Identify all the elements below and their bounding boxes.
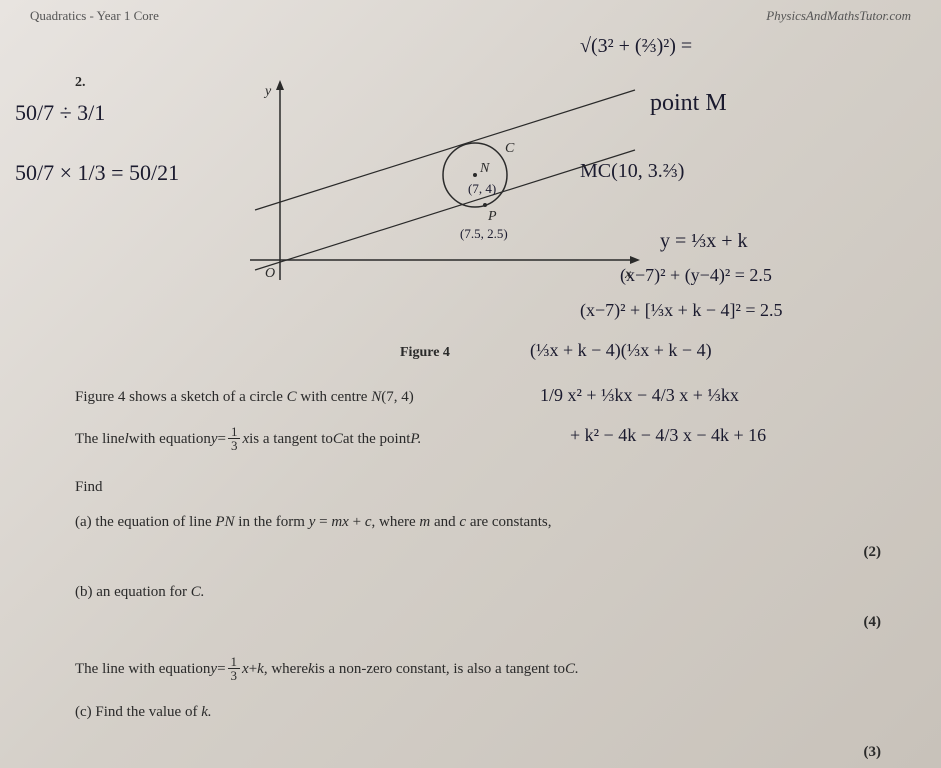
line-c-setup: The line with equation y = 13 x + k, whe… — [75, 655, 579, 682]
header-left: Quadratics - Year 1 Core — [30, 8, 159, 24]
point-c-label: C — [505, 141, 515, 156]
marks-c: (3) — [864, 740, 882, 764]
handwritten-point-m: point M — [650, 90, 727, 117]
body-line-1: Figure 4 shows a sketch of a circle C wi… — [75, 385, 414, 409]
handwritten-eq5: 1/9 x² + ⅓kx − 4/3 x + ⅓kx — [540, 385, 739, 406]
handwritten-sqrt: √(3² + (⅔)²) = — [580, 35, 692, 58]
header-right: PhysicsAndMathsTutor.com — [766, 8, 911, 24]
find-label: Find — [75, 475, 103, 499]
handwritten-eq4: (⅓x + k − 4)(⅓x + k − 4) — [530, 340, 712, 361]
coord-n: (7, 4) — [468, 181, 496, 196]
part-b: (b) an equation for C. — [75, 580, 205, 604]
handwritten-eq1: y = ⅓x + k — [660, 230, 748, 253]
question-number: 2. — [75, 75, 86, 91]
handwritten-frac2: 50/7 × 1/3 = 50/21 — [15, 160, 179, 186]
point-p-label: P — [487, 209, 497, 224]
marks-a: (2) — [864, 540, 882, 564]
part-c: (c) Find the value of k. — [75, 700, 212, 724]
y-axis-label: y — [263, 84, 272, 99]
handwritten-eq2: (x−7)² + (y−4)² = 2.5 — [620, 265, 772, 286]
coord-p: (7.5, 2.5) — [460, 226, 508, 241]
figure-svg: y x O N (7, 4) C P (7.5, 2.5) — [240, 80, 640, 340]
point-n-label: N — [479, 161, 490, 176]
figure-label: Figure 4 — [400, 345, 450, 361]
handwritten-frac1: 50/7 ÷ 3/1 — [15, 100, 105, 126]
marks-b: (4) — [864, 610, 882, 634]
figure-4: y x O N (7, 4) C P (7.5, 2.5) — [240, 80, 640, 340]
x-axis-label: x — [624, 267, 632, 282]
part-a: (a) the equation of line PN in the form … — [75, 510, 551, 534]
body-line-2: The line l with equation y = 13 x is a t… — [75, 425, 421, 452]
handwritten-eq6: + k² − 4k − 4/3 x − 4k + 16 — [570, 425, 766, 446]
origin-label: O — [265, 266, 275, 281]
